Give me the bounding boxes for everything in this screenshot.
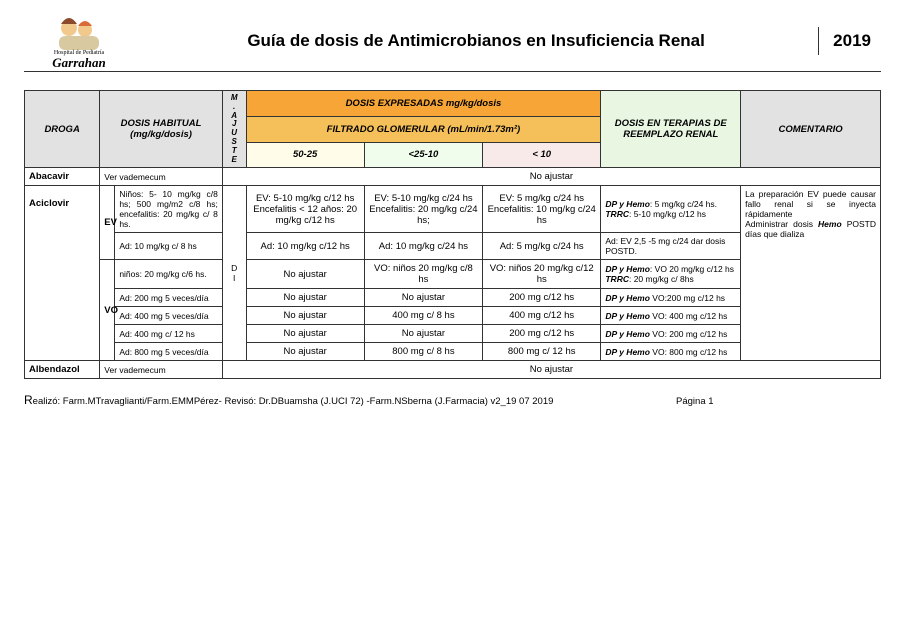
route-ev: EV xyxy=(100,186,115,260)
cell: Ad: 10 mg/kg c/12 hs xyxy=(246,233,364,260)
drug-name: Aciclovir xyxy=(25,186,100,361)
cell: No ajustar xyxy=(222,168,880,186)
cell: DP y Hemo VO: 200 mg c/12 hs xyxy=(601,325,741,343)
route-vo: VO xyxy=(100,260,115,361)
cell: Ad: EV 2,5 -5 mg c/24 dar dosis POSTD. xyxy=(601,233,741,260)
table-row: Aciclovir EV Niños: 5- 10 mg/kg c/8 hs; … xyxy=(25,186,881,233)
cell: EV: 5-10 mg/kg c/24 hs Encefalitis: 20 m… xyxy=(364,186,482,233)
cell: Ad: 400 mg 5 veces/día xyxy=(115,307,223,325)
col-range3: < 10 xyxy=(483,142,601,168)
table-row: Abacavir Ver vademecum No ajustar xyxy=(25,168,881,186)
col-range2: <25-10 xyxy=(364,142,482,168)
cell: No ajustar xyxy=(222,361,880,379)
col-range1: 50-25 xyxy=(246,142,364,168)
cell: Ad: 10 mg/kg c/ 8 hs xyxy=(115,233,223,260)
cell: Ad: 10 mg/kg c/24 hs xyxy=(364,233,482,260)
cell-comment: La preparación EV puede causar fallo ren… xyxy=(741,186,881,361)
cell: VO: niños 20 mg/kg c/12 hs xyxy=(483,260,601,289)
cell: Ad: 400 mg c/ 12 hs xyxy=(115,325,223,343)
cell: No ajustar xyxy=(246,307,364,325)
cell: Ad: 5 mg/kg c/24 hs xyxy=(483,233,601,260)
col-filtrado: FILTRADO GLOMERULAR (mL/min/1.73m²) xyxy=(246,116,601,142)
cell: 400 mg c/12 hs xyxy=(483,307,601,325)
col-droga: DROGA xyxy=(25,91,100,168)
cell: DP y Hemo: VO 20 mg/kg c/12 hs TRRC: 20 … xyxy=(601,260,741,289)
cell: No ajustar xyxy=(364,325,482,343)
cell: Niños: 5- 10 mg/kg c/8 hs; 500 mg/m2 c/8… xyxy=(115,186,223,233)
cell: EV: 5-10 mg/kg c/12 hs Encefalitis < 12 … xyxy=(246,186,364,233)
cell: DP y Hemo: 5 mg/kg c/24 hs. TRRC: 5-10 m… xyxy=(601,186,741,233)
drug-name: Albendazol xyxy=(25,361,100,379)
cell: Ver vademecum xyxy=(100,168,223,186)
cell: DP y Hemo VO: 800 mg c/12 hs xyxy=(601,343,741,361)
cell: Ad: 800 mg 5 veces/día xyxy=(115,343,223,361)
cell: Ad: 200 mg 5 veces/día xyxy=(115,289,223,307)
col-reemplazo: DOSIS EN TERAPIAS DE REEMPLAZO RENAL xyxy=(601,91,741,168)
cell: VO: niños 20 mg/kg c/8 hs xyxy=(364,260,482,289)
hospital-logo: Hospital de Pediatría Garrahan xyxy=(24,12,134,69)
cell: No ajustar xyxy=(246,260,364,289)
footer: Realizó: Farm.MTravaglianti/Farm.EMMPére… xyxy=(24,393,881,407)
table-header-row: DROGA DOSIS HABITUAL (mg/kg/dosis) M.AJU… xyxy=(25,91,881,117)
dosing-table: DROGA DOSIS HABITUAL (mg/kg/dosis) M.AJU… xyxy=(24,90,881,379)
cell: 400 mg c/ 8 hs xyxy=(364,307,482,325)
cell: No ajustar xyxy=(246,289,364,307)
cell: DP y Hemo VO:200 mg c/12 hs xyxy=(601,289,741,307)
cell: EV: 5 mg/kg c/24 hs Encefalitis: 10 mg/k… xyxy=(483,186,601,233)
cell: No ajustar xyxy=(364,289,482,307)
cell: Ver vademecum xyxy=(100,361,223,379)
cell: DP y Hemo VO: 400 mg c/12 hs xyxy=(601,307,741,325)
cell: No ajustar xyxy=(246,343,364,361)
drug-name: Abacavir xyxy=(25,168,100,186)
cell: 800 mg c/ 12 hs xyxy=(483,343,601,361)
logo-icon xyxy=(49,12,109,52)
cell: 200 mg c/12 hs xyxy=(483,289,601,307)
table-row: Albendazol Ver vademecum No ajustar xyxy=(25,361,881,379)
cell: niños: 20 mg/kg c/6 hs. xyxy=(115,260,223,289)
page-number: Página 1 xyxy=(676,396,714,407)
footer-r: R xyxy=(24,393,33,407)
year: 2019 xyxy=(818,27,881,55)
cell: 200 mg c/12 hs xyxy=(483,325,601,343)
col-comentario: COMENTARIO xyxy=(741,91,881,168)
col-dosis-expr: DOSIS EXPRESADAS mg/kg/dosis xyxy=(246,91,601,117)
header-bar: Hospital de Pediatría Garrahan Guía de d… xyxy=(24,12,881,72)
cell: 800 mg c/ 8 hs xyxy=(364,343,482,361)
col-dosis-habitual: DOSIS HABITUAL (mg/kg/dosis) xyxy=(100,91,223,168)
footer-line: ealizó: Farm.MTravaglianti/Farm.EMMPérez… xyxy=(33,396,554,407)
cell: No ajustar xyxy=(246,325,364,343)
col-majuste: M.AJUSTE xyxy=(222,91,246,168)
majuste: DI xyxy=(222,186,246,361)
logo-line2: Garrahan xyxy=(52,56,105,69)
page-title: Guía de dosis de Antimicrobianos en Insu… xyxy=(134,31,818,51)
